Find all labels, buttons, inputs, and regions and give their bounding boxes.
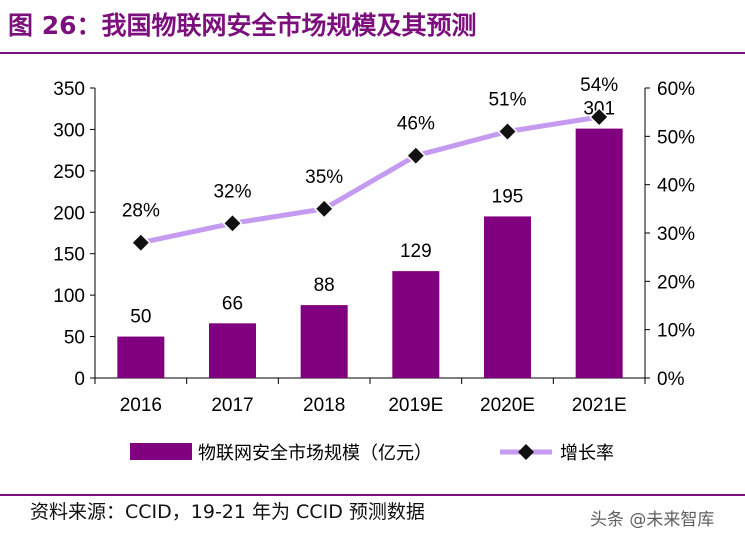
bar: [575, 128, 623, 378]
growth-value-label: 54%: [580, 75, 618, 96]
y-tick-label: 300: [53, 120, 85, 141]
legend-line-marker: [518, 444, 534, 460]
growth-value-label: 35%: [305, 167, 343, 188]
x-tick-label: 2021E: [572, 395, 627, 416]
y2-tick-label: 0%: [657, 369, 685, 390]
bar-value-label: 129: [400, 241, 432, 262]
y2-tick-label: 30%: [657, 224, 695, 245]
x-tick-label: 2019E: [388, 395, 443, 416]
growth-point: [497, 121, 518, 142]
x-tick-label: 2017: [211, 395, 253, 416]
y-tick-label: 200: [53, 203, 85, 224]
x-tick-label: 2016: [120, 395, 162, 416]
source-divider: [0, 494, 745, 496]
growth-value-label: 46%: [397, 114, 435, 135]
bars: 506688129195301: [117, 99, 623, 378]
legend-bar-label: 物联网安全市场规模（亿元）: [198, 443, 432, 463]
y-tick-label: 250: [53, 162, 85, 183]
y-tick-label: 150: [53, 245, 85, 266]
y-tick-label: 50: [64, 328, 85, 349]
bar-value-label: 50: [130, 307, 151, 328]
legend-bar-swatch: [130, 443, 192, 460]
axes: 0 50 100 150 200 250 300 350 0% 10% 20% 30% 40% 50% 60…: [53, 79, 695, 416]
legend-line-label: 增长率: [560, 443, 614, 463]
bar: [484, 216, 531, 378]
bar-value-label: 195: [492, 186, 524, 207]
bar-value-label: 66: [222, 293, 243, 314]
growth-value-label: 51%: [488, 90, 526, 111]
growth-value-label: 32%: [213, 181, 251, 202]
growth-point: [405, 145, 426, 166]
growth-value-label: 28%: [122, 201, 160, 222]
bar: [117, 336, 165, 378]
y-tick-label: 0: [74, 369, 85, 390]
source-note: 资料来源：CCID，19-21 年为 CCID 预测数据: [30, 501, 425, 523]
growth-point: [314, 198, 335, 219]
chart-title: 图 26：我国物联网安全市场规模及其预测: [8, 11, 477, 40]
x-tick-label: 2020E: [480, 395, 535, 416]
bar: [392, 271, 440, 378]
y-tick-label: 100: [53, 286, 85, 307]
y2-tick-label: 50%: [657, 127, 695, 148]
y2-tick-label: 60%: [657, 79, 695, 100]
growth-point: [222, 213, 243, 234]
bar: [300, 305, 348, 378]
bar-value-label: 88: [314, 275, 335, 296]
growth-point: [589, 106, 610, 128]
growth-line: 28% 32% 35% 46% 51% 54%: [122, 75, 618, 253]
x-tick-label: 2018: [303, 395, 345, 416]
growth-point: [130, 232, 151, 253]
y2-tick-label: 20%: [657, 272, 695, 293]
bar: [209, 323, 256, 378]
legend: 物联网安全市场规模（亿元） 增长率: [130, 443, 614, 463]
watermark: 头条 @未来智库: [590, 510, 715, 530]
y2-tick-label: 40%: [657, 176, 695, 197]
title-divider: [0, 52, 745, 54]
y-tick-label: 350: [53, 79, 85, 100]
growth-line-path: [140, 114, 600, 246]
y2-tick-label: 10%: [657, 321, 695, 342]
